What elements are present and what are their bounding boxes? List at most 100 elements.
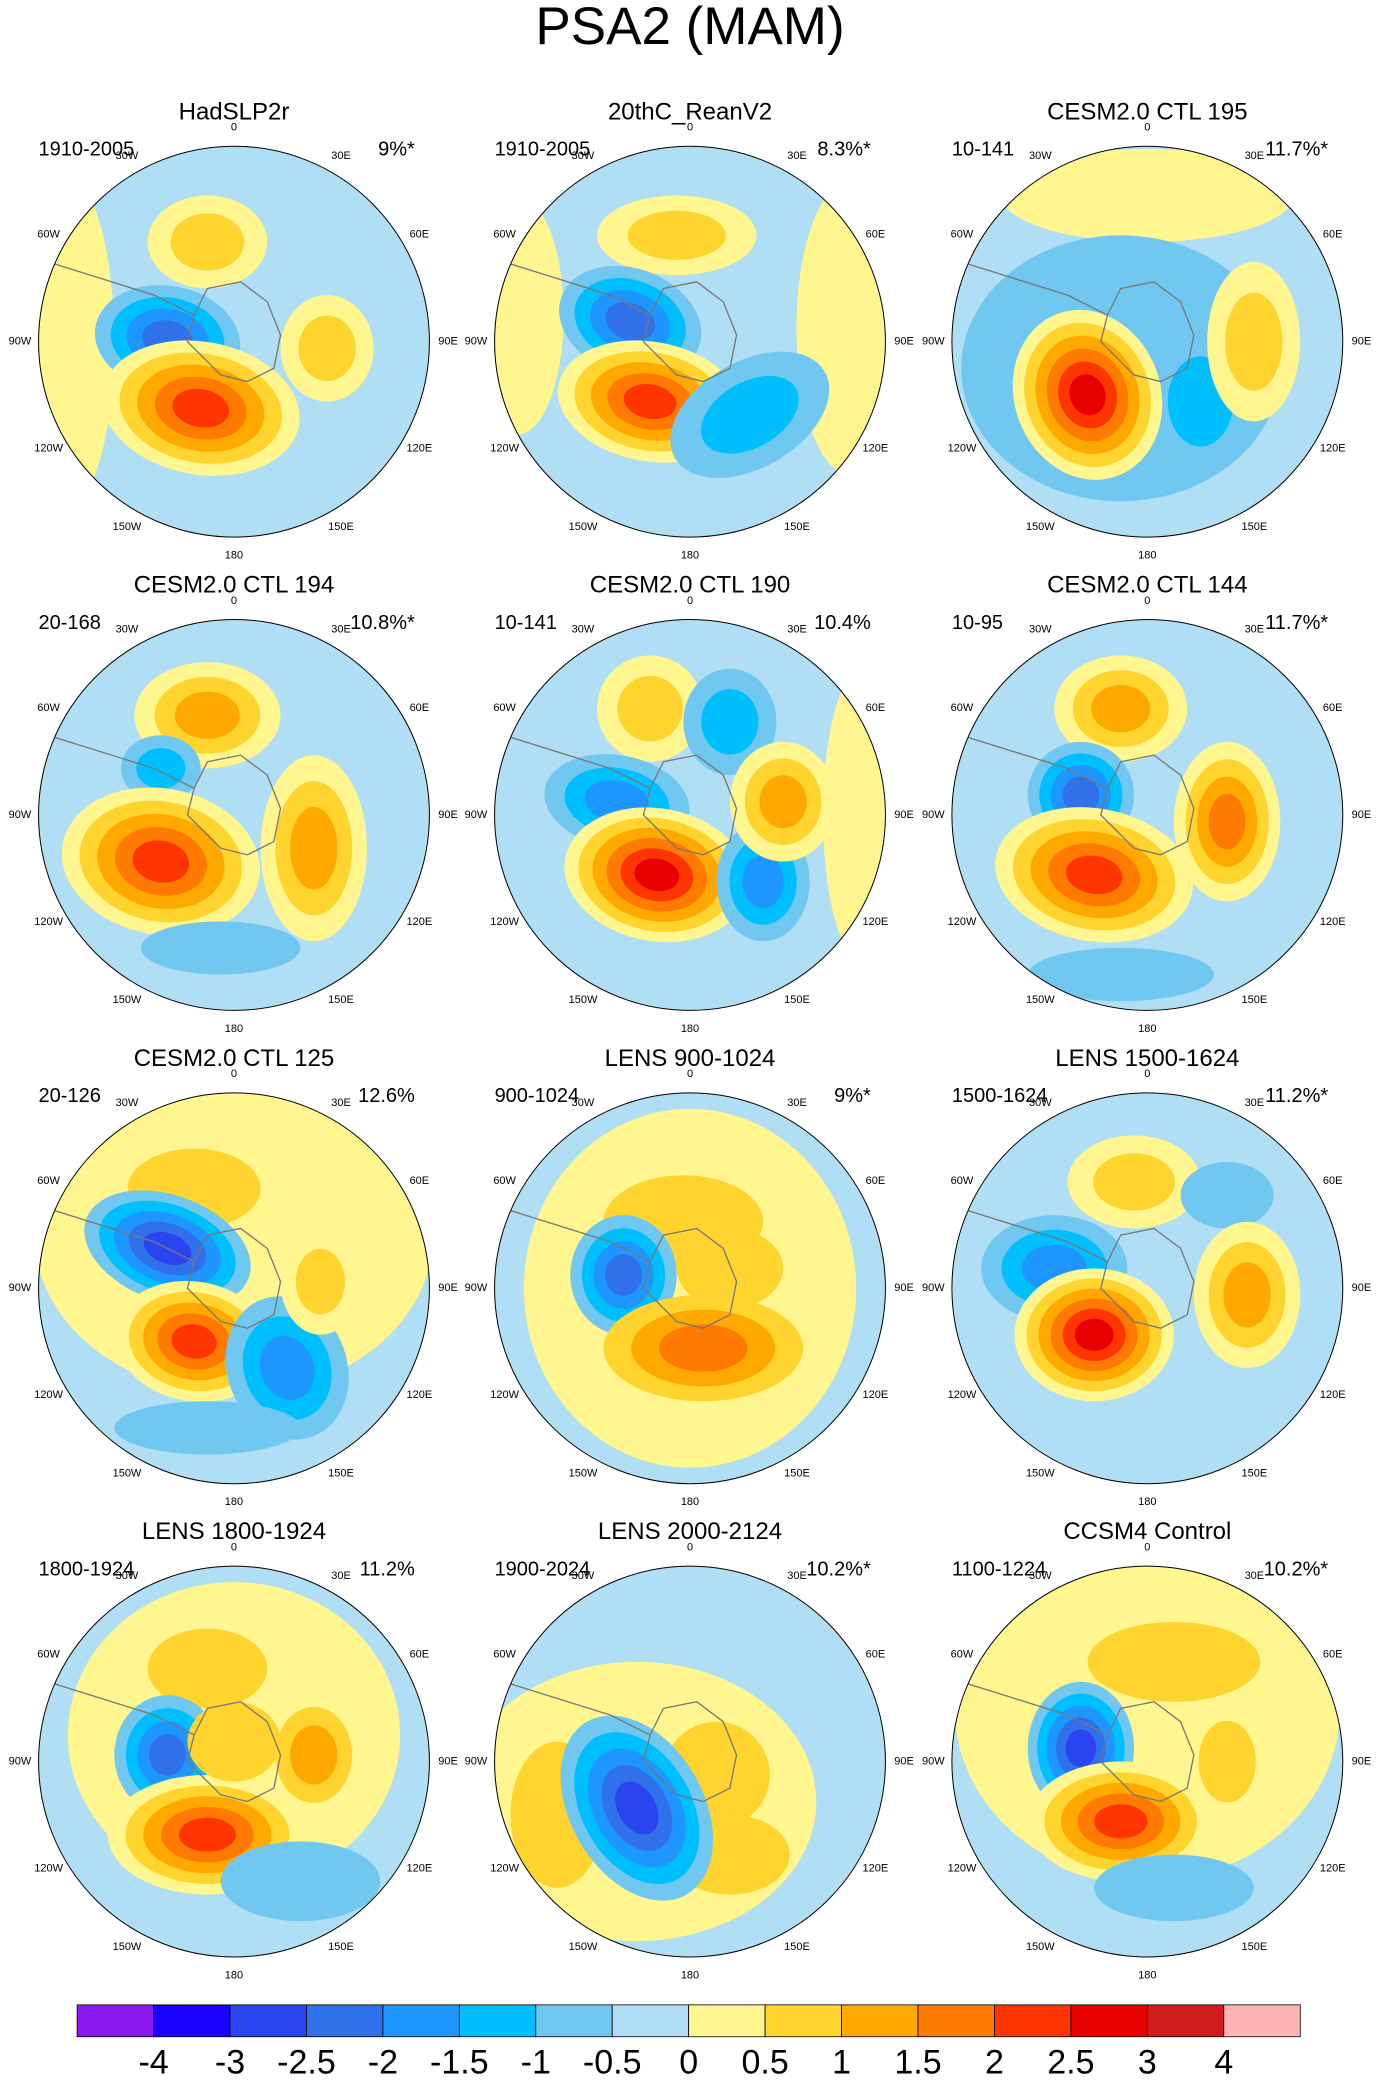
coastline bbox=[642, 1227, 738, 1329]
contour-fill bbox=[290, 806, 338, 890]
panel-title: CESM2.0 CTL 194 bbox=[134, 572, 335, 599]
longitude-label: 60W bbox=[493, 229, 516, 241]
longitude-label: 180 bbox=[1138, 1496, 1156, 1508]
longitude-label: 120W bbox=[490, 1389, 519, 1401]
longitude-label: 60E bbox=[866, 1175, 886, 1187]
longitude-label: 150E bbox=[1242, 521, 1268, 533]
contour-fill bbox=[1225, 292, 1283, 391]
longitude-label: 90E bbox=[438, 1282, 458, 1294]
longitude-label: 150E bbox=[328, 1468, 354, 1480]
colorbar-label: -0.5 bbox=[583, 2044, 642, 2082]
colorbar-box bbox=[764, 2004, 842, 2038]
contour-fill bbox=[615, 1781, 659, 1835]
contour-fill bbox=[172, 388, 230, 428]
longitude-label: 60E bbox=[1323, 1175, 1343, 1187]
contour-fill bbox=[634, 858, 680, 892]
longitude-label: 120E bbox=[1320, 916, 1346, 928]
longitude-label: 30W bbox=[1029, 624, 1052, 636]
longitude-label: 60E bbox=[1323, 1648, 1343, 1660]
longitude-label: 180 bbox=[681, 1023, 699, 1035]
coastline bbox=[47, 1681, 195, 1736]
coastline bbox=[642, 1701, 738, 1803]
longitude-label: 150W bbox=[569, 521, 598, 533]
panel-period: 20-126 bbox=[39, 1085, 101, 1107]
panel-variance: 9%* bbox=[834, 1085, 871, 1107]
longitude-label: 90E bbox=[1352, 1282, 1372, 1294]
map-border bbox=[951, 1565, 1344, 1958]
longitude-label: 120W bbox=[34, 916, 63, 928]
longitude-label: 60W bbox=[37, 702, 60, 714]
longitude-label: 180 bbox=[225, 1023, 243, 1035]
panel-variance: 11.7%* bbox=[1265, 139, 1328, 161]
longitude-label: 90E bbox=[1352, 336, 1372, 348]
panel-period: 1100-1224 bbox=[952, 1558, 1046, 1580]
longitude-label: 90E bbox=[894, 336, 914, 348]
coastline bbox=[961, 1207, 1108, 1263]
panel-title: CESM2.0 CTL 144 bbox=[1047, 572, 1248, 599]
longitude-label: 120W bbox=[948, 1862, 977, 1874]
coastline bbox=[186, 754, 282, 856]
longitude-label: 60E bbox=[1323, 229, 1343, 241]
colorbar-label: 1.5 bbox=[894, 2044, 941, 2082]
colorbar-label: 2 bbox=[985, 2044, 1004, 2082]
longitude-label: 0 bbox=[1144, 595, 1150, 607]
panel-variance: 10.4% bbox=[814, 612, 871, 634]
map bbox=[951, 1566, 1343, 1957]
map bbox=[951, 1092, 1343, 1484]
contour-fill bbox=[295, 1248, 345, 1315]
coastline bbox=[503, 734, 651, 789]
panel-period: 1800-1924 bbox=[39, 1558, 135, 1580]
colorbar-box bbox=[688, 2004, 766, 2038]
longitude-label: 60W bbox=[37, 229, 60, 241]
longitude-label: 150E bbox=[328, 521, 354, 533]
longitude-label: 90W bbox=[465, 809, 488, 821]
longitude-label: 60E bbox=[410, 229, 430, 241]
longitude-label: 30W bbox=[116, 150, 139, 162]
longitude-label: 90W bbox=[9, 1282, 32, 1294]
longitude-label: 150E bbox=[784, 521, 810, 533]
contour-fill bbox=[187, 1701, 281, 1782]
longitude-label: 60E bbox=[866, 1648, 886, 1660]
longitude-label: 90E bbox=[438, 809, 458, 821]
contour-fill bbox=[701, 689, 759, 755]
colorbar-label: 1 bbox=[832, 2044, 851, 2082]
map bbox=[951, 619, 1343, 1011]
longitude-label: 60W bbox=[951, 1175, 974, 1187]
longitude-label: 150E bbox=[328, 994, 354, 1006]
longitude-label: 30E bbox=[787, 1570, 807, 1582]
longitude-label: 90W bbox=[9, 336, 32, 348]
coastline bbox=[1100, 281, 1195, 383]
colorbar-box bbox=[382, 2004, 460, 2038]
longitude-label: 60W bbox=[37, 1648, 60, 1660]
contour-fill bbox=[174, 691, 240, 739]
coastline bbox=[503, 261, 651, 316]
longitude-label: 90W bbox=[9, 1755, 32, 1767]
panel-title: CCSM4 Control bbox=[1063, 1518, 1231, 1545]
colorbar-box bbox=[76, 2004, 154, 2038]
contour-fill bbox=[1208, 793, 1246, 850]
longitude-label: 90E bbox=[894, 1282, 914, 1294]
panel-title: LENS 2000-2124 bbox=[598, 1518, 782, 1545]
longitude-label: 90W bbox=[9, 809, 32, 821]
contour-fill bbox=[136, 747, 186, 789]
colorbar-label: -4 bbox=[138, 2044, 168, 2082]
panel-period: 900-1024 bbox=[495, 1085, 580, 1107]
contour-fill bbox=[1094, 1854, 1254, 1922]
longitude-label: 180 bbox=[225, 1496, 243, 1508]
contour-fill bbox=[1069, 374, 1106, 416]
contour-fill bbox=[627, 210, 726, 260]
longitude-label: 0 bbox=[687, 1068, 693, 1080]
longitude-label: 180 bbox=[681, 1496, 699, 1508]
longitude-label: 30E bbox=[1245, 1097, 1265, 1109]
longitude-label: 30E bbox=[331, 1097, 351, 1109]
colorbar-box bbox=[1146, 2004, 1225, 2038]
longitude-label: 150W bbox=[1026, 521, 1055, 533]
longitude-label: 0 bbox=[687, 595, 693, 607]
colorbar-label: 2.5 bbox=[1047, 2044, 1094, 2082]
longitude-label: 90E bbox=[438, 336, 458, 348]
contour-fill bbox=[1027, 947, 1214, 1002]
longitude-label: 120W bbox=[490, 443, 519, 455]
coastline bbox=[186, 1701, 282, 1803]
coastline bbox=[1100, 1701, 1195, 1803]
